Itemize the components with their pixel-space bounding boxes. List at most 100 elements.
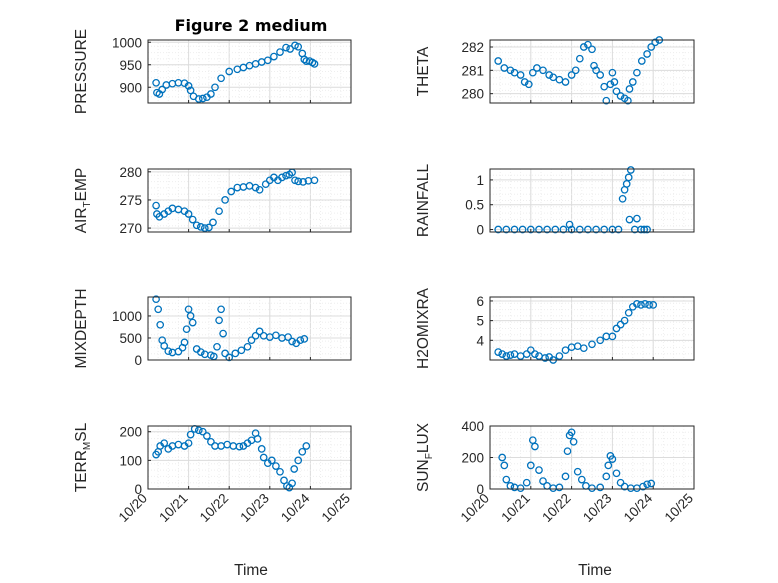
data-point	[192, 221, 201, 230]
data-point	[294, 42, 303, 51]
data-point	[579, 344, 588, 353]
x-tick-label: 10/21	[156, 491, 191, 526]
data-point	[211, 83, 219, 92]
data-point	[205, 223, 213, 232]
data-point	[494, 225, 503, 234]
y-tick-label: 1000	[112, 35, 142, 50]
axes-box	[147, 168, 352, 233]
data-point	[541, 354, 549, 362]
data-point	[196, 223, 205, 231]
y-axis-label-air_temp: AIRTEMP	[73, 168, 93, 234]
data-point	[251, 331, 260, 340]
data-point	[498, 453, 507, 462]
data-point	[640, 225, 649, 234]
data-point	[639, 482, 647, 491]
data-point	[588, 484, 596, 493]
data-point	[584, 40, 592, 49]
data-point	[154, 305, 163, 314]
y-tick-label: 0	[134, 482, 142, 497]
y-tick-label: 950	[119, 58, 142, 73]
data-point	[555, 352, 564, 360]
data-point	[565, 220, 574, 229]
data-point	[602, 96, 611, 105]
y-axis-label-rainfall: RAINFALL	[415, 164, 432, 238]
data-point	[259, 453, 268, 462]
axes-box	[147, 296, 352, 361]
data-point	[194, 95, 203, 103]
data-point	[182, 325, 191, 334]
data-point	[270, 52, 278, 61]
y-tick-label: 0	[476, 482, 484, 497]
data-point	[255, 327, 264, 336]
data-point	[198, 94, 207, 103]
data-point	[257, 445, 266, 453]
y-axis-label-main: SUN	[415, 459, 432, 492]
data-point	[522, 350, 531, 358]
data-point	[310, 176, 319, 185]
y-tick-label: 400	[461, 419, 484, 434]
data-point	[561, 472, 570, 481]
data-point	[294, 177, 303, 186]
data-point	[152, 295, 160, 304]
data-point	[575, 225, 584, 234]
data-point	[608, 332, 617, 341]
data-point	[263, 56, 272, 65]
subplot-sun_flux: 0 200 400 10/20 10/21 10/22 10/23 10/24 10/25 SUN…	[415, 419, 696, 525]
data-point	[516, 71, 525, 79]
data-point	[215, 316, 223, 325]
data-point	[647, 43, 656, 51]
data-point	[502, 352, 511, 360]
data-point	[584, 225, 592, 234]
data-point	[518, 225, 527, 234]
y-tick-label: 280	[119, 165, 142, 180]
x-tick-label: 10/24	[278, 490, 313, 525]
data-point	[235, 442, 244, 451]
y-axis-label-main: AIR	[73, 207, 90, 233]
data-point	[567, 428, 576, 437]
data-point	[516, 484, 525, 493]
data-point	[174, 347, 183, 356]
data-point	[180, 338, 189, 347]
data-point	[535, 466, 543, 474]
data-point	[278, 173, 286, 182]
data-point	[614, 225, 623, 234]
data-point	[506, 351, 515, 359]
y-tick-label: 100	[119, 453, 142, 468]
data-point	[531, 350, 539, 358]
data-point	[551, 225, 560, 234]
y-tick-label: 0.5	[465, 198, 484, 213]
subplot-pressure: 900 950 1000 PRESSURE	[73, 29, 352, 114]
data-point	[526, 346, 535, 355]
data-point	[276, 467, 284, 476]
data-point	[592, 225, 600, 234]
y-axis-label-subscript: F	[424, 453, 435, 459]
x-tick-label: 10/22	[539, 491, 574, 526]
data-point	[227, 187, 236, 196]
data-point	[221, 196, 229, 204]
y-tick-label: 1000	[112, 309, 142, 324]
x-tick-label: 10/20	[458, 491, 493, 526]
data-point	[207, 90, 215, 98]
data-point	[217, 74, 225, 83]
data-point	[571, 66, 580, 75]
data-point	[152, 201, 160, 210]
data-point	[152, 78, 160, 87]
data-point	[231, 349, 240, 358]
y-tick-label: 5	[476, 314, 484, 329]
y-axis-label-subscript: T	[82, 201, 93, 207]
y-tick-label: 900	[119, 80, 142, 95]
x-tick-label: 10/22	[197, 491, 232, 526]
data-point	[577, 475, 586, 484]
data-point	[247, 336, 256, 345]
data-point	[255, 185, 264, 194]
data-point	[188, 215, 197, 224]
data-point	[624, 173, 633, 182]
data-point	[296, 336, 305, 345]
y-tick-label: 282	[461, 40, 484, 55]
data-point	[602, 472, 611, 481]
y-tick-label: 4	[476, 333, 484, 348]
data-point	[545, 71, 554, 79]
data-point	[539, 477, 547, 485]
data-point	[290, 465, 299, 473]
